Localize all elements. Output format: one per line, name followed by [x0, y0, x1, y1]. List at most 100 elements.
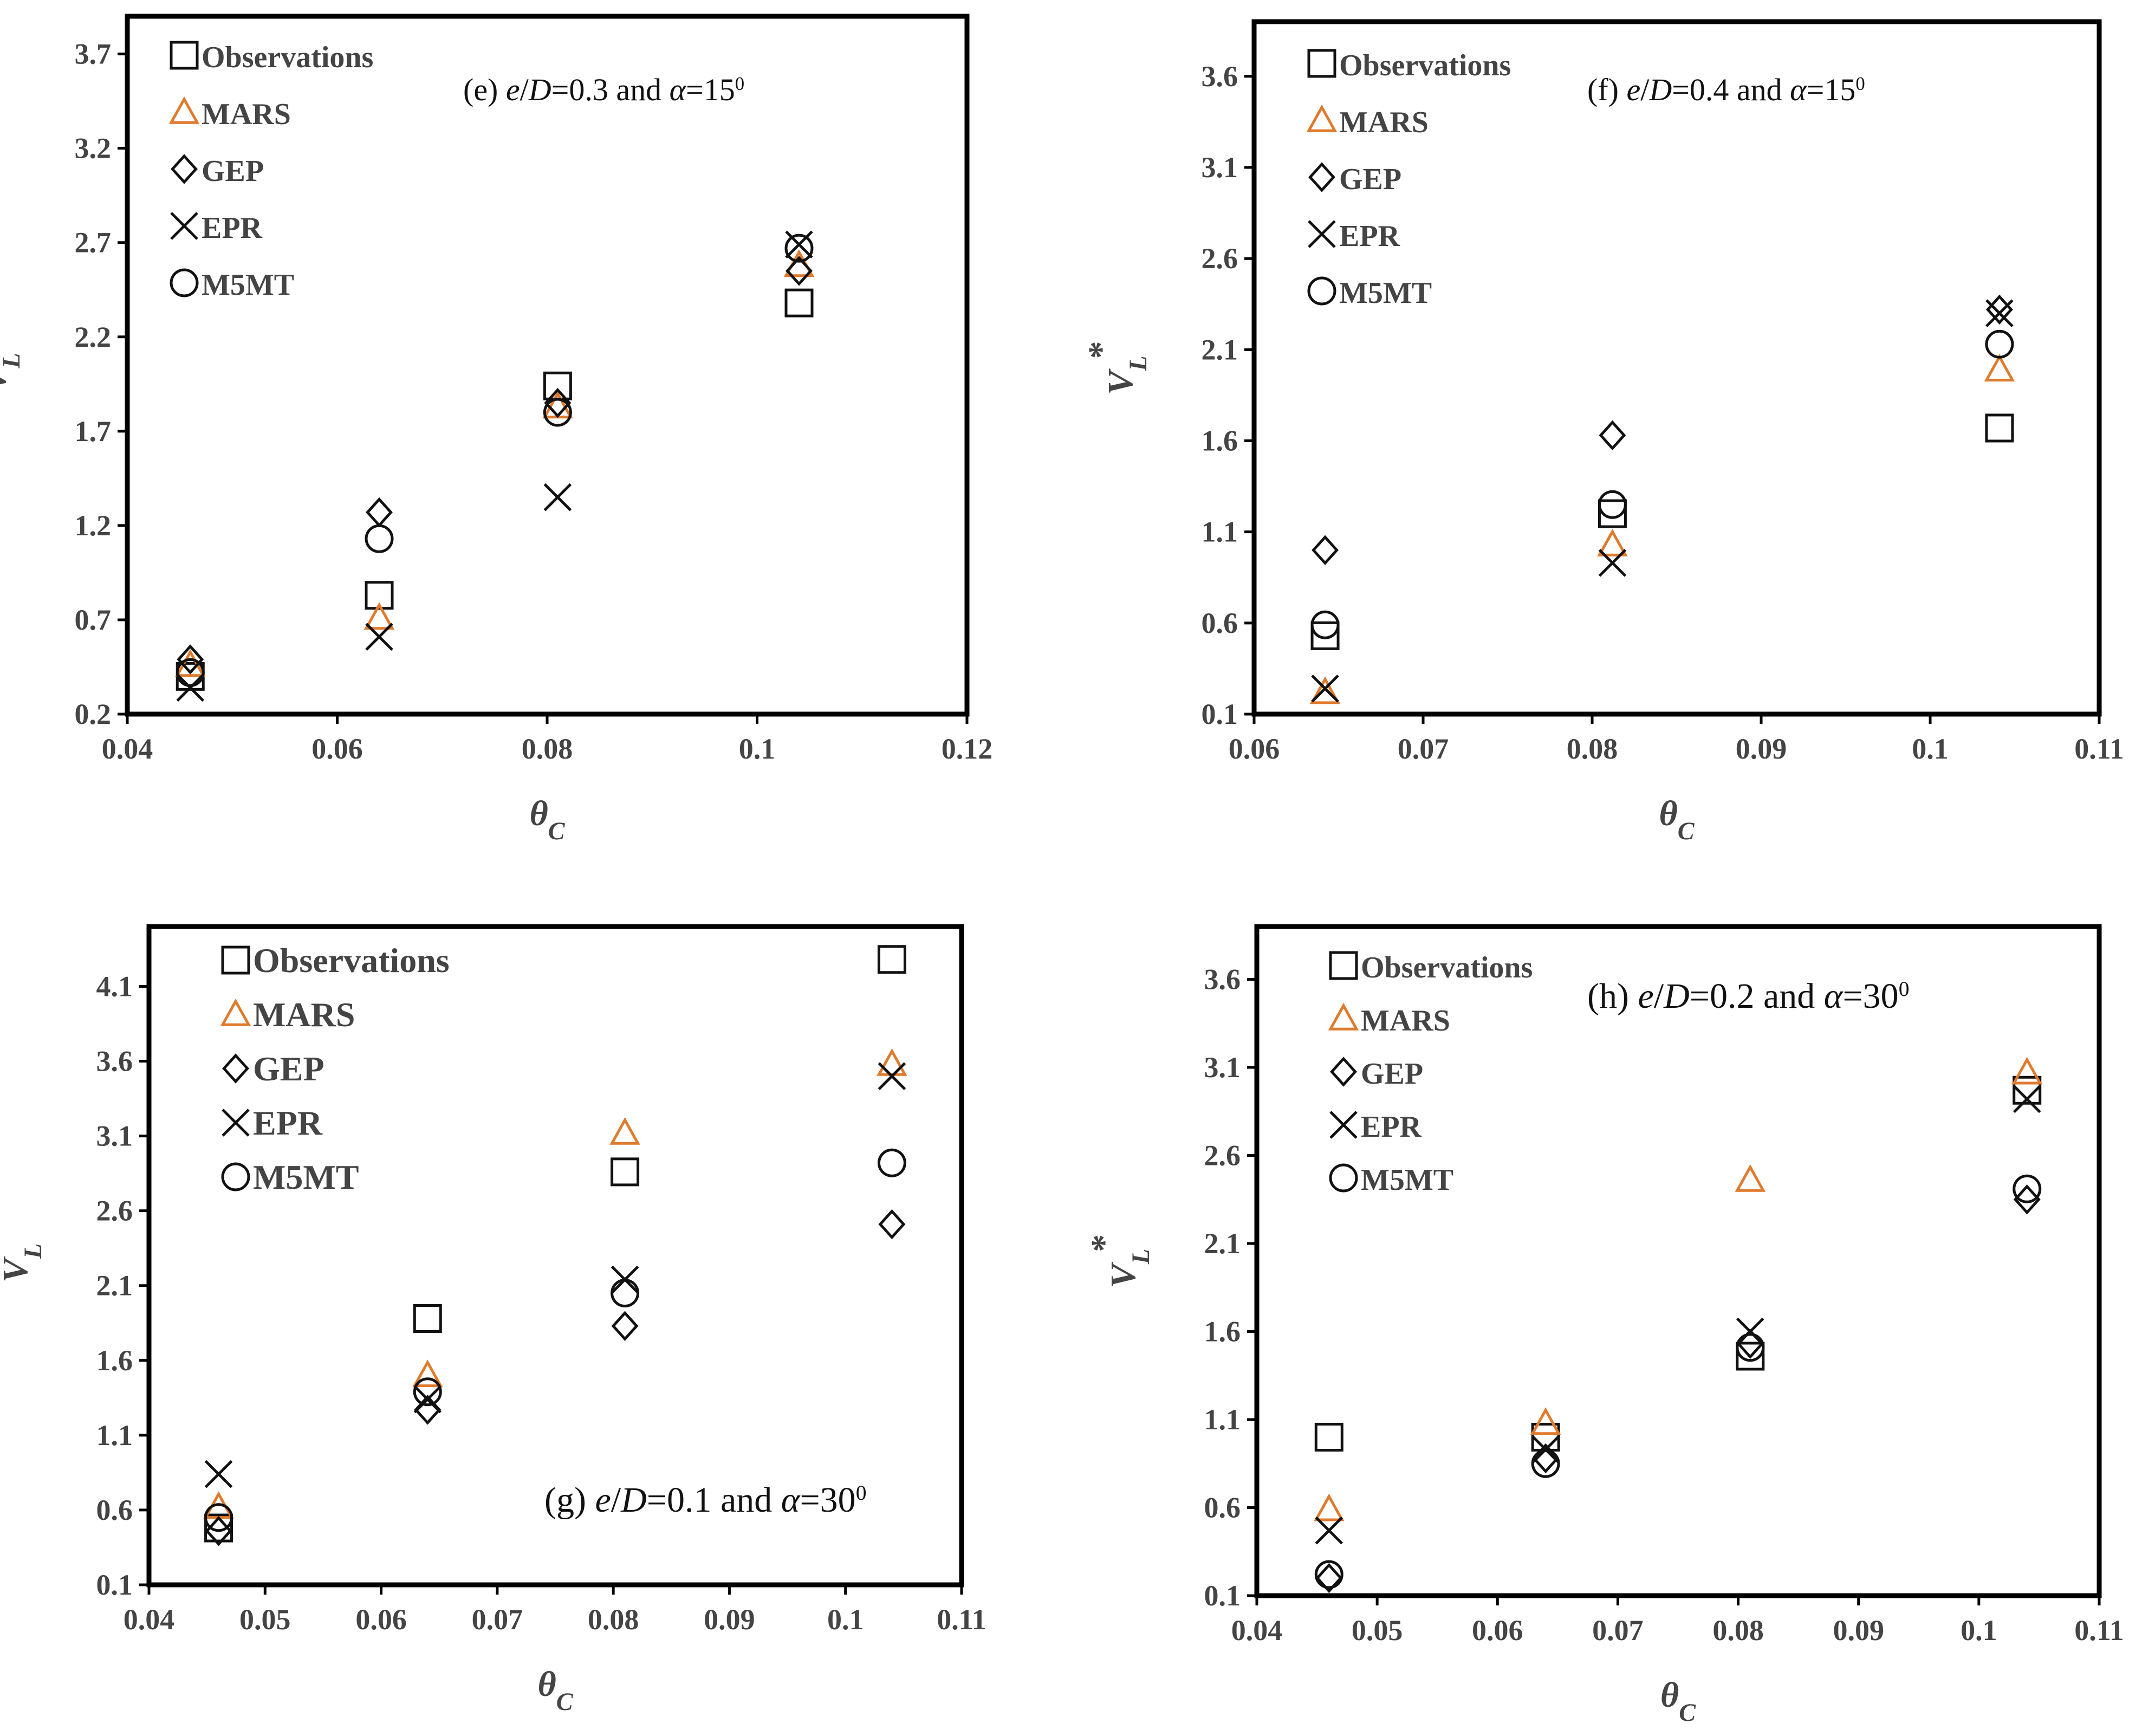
x-tick-label: 0.06: [1229, 733, 1280, 765]
data-point-observations: [1310, 621, 1340, 650]
data-point-observations: [2013, 1076, 2042, 1105]
legend-label-epr: EPR: [1339, 219, 1400, 253]
y-tick-label: 0.7: [75, 604, 112, 636]
data-point-mars: [609, 1117, 640, 1145]
data-point-observations: [365, 581, 394, 610]
x-tick-label: 0.1: [739, 733, 776, 765]
y-axis-label: VL*: [0, 338, 25, 392]
y-tick-label: 0.6: [1202, 607, 1238, 639]
y-tick-label: 1.1: [1204, 1403, 1241, 1436]
data-point-mars: [1984, 354, 2015, 382]
legend-label-gep: GEP: [202, 154, 264, 188]
data-point-m5mt: [543, 398, 572, 427]
data-point-epr: [413, 1385, 442, 1414]
y-tick-label: 1.2: [75, 509, 112, 542]
data-point-epr: [2013, 1085, 2041, 1113]
x-tick-label: 0.05: [1352, 1614, 1403, 1647]
y-tick-label: 2.1: [1204, 1227, 1241, 1260]
legend-label-mars: MARS: [1339, 106, 1429, 139]
legend-label-epr: EPR: [1361, 1110, 1422, 1144]
y-axis-label: VL*: [1084, 1234, 1154, 1288]
data-point-epr: [204, 1460, 233, 1488]
y-axis-label: VL*: [0, 1229, 47, 1282]
legend-label-epr: EPR: [202, 211, 263, 245]
x-tick-label: 0.11: [2074, 733, 2124, 765]
y-tick-label: 0.6: [96, 1494, 133, 1526]
panel-e: 0.04 0.06 0.08 0.1 0.12 0.2 0.7 1.2 1.7 2.2 2.7 3.2…: [0, 14, 992, 845]
panel-annotation: (h) e/D=0.2 and α=300: [1587, 976, 1909, 1016]
legend-label-observations: Observations: [1361, 951, 1533, 984]
legend-label-m5mt: M5MT: [1361, 1163, 1453, 1197]
x-tick-label: 0.09: [1833, 1614, 1884, 1647]
legend-marker-mars: [1306, 104, 1338, 132]
plot-frame: [1251, 19, 2102, 717]
legend-label-mars: MARS: [253, 995, 355, 1034]
y-tick-label: 0.2: [75, 698, 112, 730]
legend-marker-gep: [1330, 1057, 1357, 1087]
legend-marker-epr: [1308, 220, 1336, 248]
data-point-m5mt: [1531, 1449, 1560, 1478]
data-point-m5mt: [413, 1377, 442, 1407]
panel-g: 0.04 0.05 0.06 0.07 0.08 0.09 0.1 0.11 0.1 0.6 1.1…: [0, 924, 986, 1715]
x-axis-label: θC: [537, 1664, 573, 1715]
x-tick-label: 0.06: [355, 1603, 407, 1636]
legend-marker-epr: [170, 212, 198, 240]
data-point-mars: [877, 1048, 907, 1076]
legend-marker-epr: [222, 1109, 250, 1137]
y-tick-label: 1.7: [75, 415, 112, 448]
x-tick-label: 0.06: [311, 733, 363, 765]
y-tick-label: 1.1: [1202, 516, 1238, 548]
data-point-gep: [611, 1311, 639, 1342]
data-point-gep: [2013, 1184, 2041, 1215]
x-axis-label: θC: [1660, 1675, 1696, 1726]
data-point-m5mt: [611, 1279, 640, 1308]
x-tick-label: 0.09: [1736, 733, 1787, 765]
data-point-observations: [204, 1513, 233, 1543]
x-axis-label: θC: [1659, 794, 1695, 845]
legend-marker-mars: [1328, 1002, 1359, 1031]
x-tick-label: 0.1: [1912, 733, 1949, 765]
x-tick-label: 0.09: [704, 1603, 755, 1636]
data-point-observations: [611, 1157, 640, 1187]
legend-label-epr: EPR: [253, 1104, 323, 1142]
data-point-epr: [785, 230, 813, 258]
legend-label-m5mt: M5MT: [253, 1158, 359, 1196]
data-point-mars: [412, 1359, 443, 1388]
data-point-m5mt: [1310, 610, 1340, 639]
x-tick-label: 0.11: [937, 1603, 986, 1636]
data-point-mars: [1309, 676, 1341, 704]
legend-marker-mars: [168, 96, 200, 124]
y-tick-label: 3.2: [75, 132, 112, 165]
data-point-m5mt: [877, 1148, 906, 1177]
data-point-observations: [784, 288, 814, 318]
y-tick-label: 3.1: [1204, 1051, 1241, 1084]
data-point-m5mt: [176, 658, 205, 687]
y-axis-label: VL*: [1081, 341, 1152, 394]
data-point-m5mt: [365, 524, 394, 553]
y-tick-label: 1.6: [96, 1344, 133, 1377]
y-tick-label: 2.1: [96, 1269, 133, 1302]
y-tick-label: 3.7: [75, 38, 112, 70]
legend-label-mars: MARS: [1361, 1004, 1450, 1038]
data-point-mars: [1735, 1164, 1766, 1192]
data-point-gep: [366, 497, 393, 528]
x-axis-label: θC: [529, 794, 565, 845]
data-point-m5mt: [2013, 1174, 2042, 1203]
panel-annotation: (f) e/D=0.4 and α=150: [1587, 72, 1865, 107]
y-tick-label: 0.1: [96, 1569, 133, 1601]
y-tick-label: 2.2: [75, 321, 112, 353]
x-tick-label: 0.07: [472, 1603, 523, 1636]
legend-marker-observations: [1329, 951, 1358, 980]
legend-label-gep: GEP: [1339, 163, 1401, 196]
legend-marker-mars: [220, 998, 251, 1026]
legend-label-m5mt: M5MT: [202, 268, 294, 302]
legend-marker-gep: [222, 1053, 249, 1084]
data-point-observations: [413, 1304, 442, 1333]
data-point-epr: [878, 1062, 906, 1090]
legend-marker-m5mt: [170, 268, 199, 297]
data-point-mars: [1530, 1407, 1561, 1435]
x-tick-label: 0.05: [239, 1603, 291, 1636]
x-tick-label: 0.07: [1592, 1614, 1644, 1647]
data-point-mars: [1597, 529, 1628, 556]
